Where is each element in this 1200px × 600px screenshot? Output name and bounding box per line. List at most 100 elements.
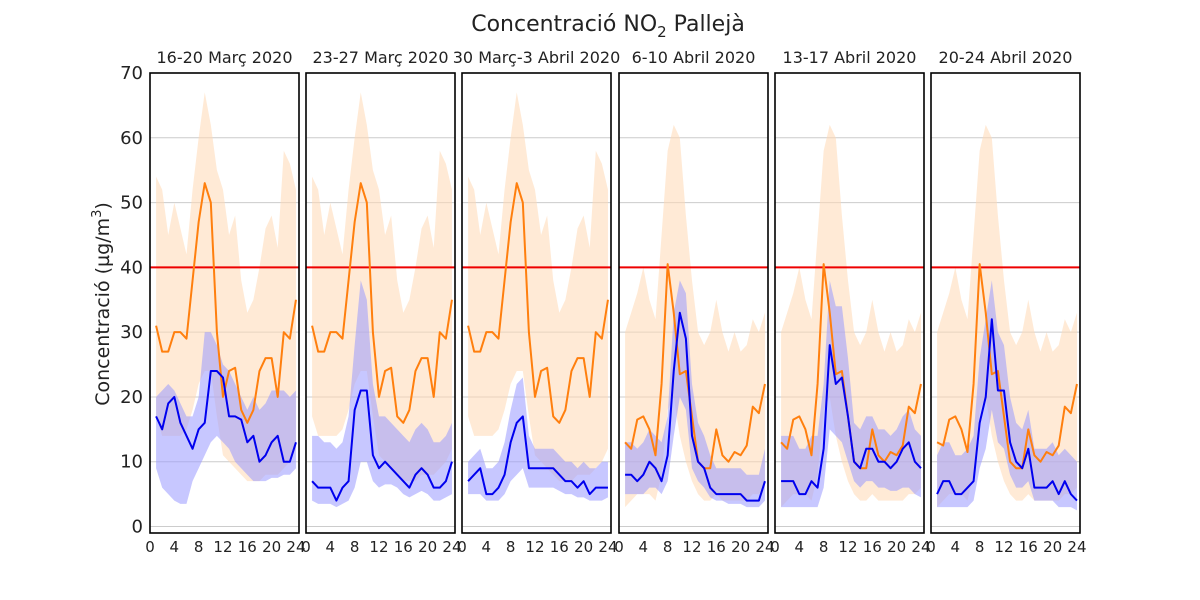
x-tick-label: 20 (1043, 538, 1062, 556)
panel-title: 30 Març-3 Abril 2020 (453, 48, 621, 67)
x-tick-label: 24 (598, 538, 617, 556)
y-tick-label: 20 (120, 387, 143, 408)
chart-title-prefix: Concentració NO (471, 12, 657, 37)
period-line (467, 415, 608, 496)
x-tick-label: 12 (838, 538, 857, 556)
panel-frame (618, 72, 769, 534)
x-tick-label: 12 (369, 538, 388, 556)
x-tick-label: 4 (795, 538, 805, 556)
x-tick-label: 4 (170, 538, 180, 556)
y-tick-label: 30 (120, 322, 143, 343)
average-line (467, 182, 609, 424)
x-tick-label: 20 (262, 538, 281, 556)
chart-title: Concentració NO2 Pallejà (471, 12, 745, 41)
x-tick-label: 0 (614, 538, 624, 556)
x-tick-label: 16 (1019, 538, 1038, 556)
x-tick-label: 16 (707, 538, 726, 556)
panel-1: 16-20 Març 2020 0 4 8 12 16 20 24 (145, 48, 305, 556)
x-tick-label: 0 (145, 538, 155, 556)
x-tick-label: 8 (350, 538, 360, 556)
panel-plot-area (306, 92, 455, 508)
x-tick-label: 12 (682, 538, 701, 556)
x-tick-label: 4 (639, 538, 649, 556)
panel-plot-area (931, 124, 1080, 511)
chart-title-suffix: Pallejà (667, 12, 745, 37)
y-tick-label: 60 (120, 128, 143, 149)
panel-frame (149, 72, 300, 534)
panel-plot-area (619, 124, 768, 508)
x-tick-label: 4 (482, 538, 492, 556)
x-tick-label: 8 (819, 538, 829, 556)
average-band (156, 92, 296, 482)
panel-5: 13-17 Abril 2020 0 4 8 12 16 20 24 (770, 48, 930, 556)
period-line (155, 370, 297, 463)
y-tick-label: 50 (120, 193, 143, 214)
x-tick-label: 12 (525, 538, 544, 556)
x-tick-label: 0 (770, 538, 780, 556)
x-tick-label: 4 (326, 538, 336, 556)
x-tick-label: 0 (926, 538, 936, 556)
x-tick-label: 16 (550, 538, 569, 556)
period-band (937, 280, 1077, 511)
x-tick-label: 20 (418, 538, 437, 556)
x-tick-label: 20 (731, 538, 750, 556)
x-tick-label: 4 (951, 538, 961, 556)
y-tick-label: 70 (120, 63, 143, 84)
panel-title: 20-24 Abril 2020 (939, 48, 1073, 67)
x-tick-label: 8 (506, 538, 516, 556)
period-band (312, 280, 452, 508)
period-line (625, 311, 766, 502)
x-tick-label: 24 (286, 538, 305, 556)
panel-frame (774, 72, 925, 534)
x-tick-label: 24 (442, 538, 461, 556)
average-line (936, 263, 1078, 470)
x-tick-label: 16 (863, 538, 882, 556)
panel-frame (930, 72, 1081, 534)
y-axis-label-suffix: ) (92, 202, 114, 209)
average-line (155, 182, 297, 424)
panel-plot-area (462, 92, 611, 501)
y-tick-label: 0 (132, 517, 143, 538)
average-line (311, 182, 453, 424)
period-band (781, 280, 921, 508)
y-axis-label-prefix: Concentració (µg/m (92, 218, 114, 406)
period-line (311, 389, 453, 502)
x-tick-label: 20 (887, 538, 906, 556)
x-tick-label: 24 (1067, 538, 1086, 556)
x-tick-label: 0 (457, 538, 467, 556)
y-tick-label: 10 (120, 452, 143, 473)
x-tick-label: 24 (911, 538, 930, 556)
panel-frame (305, 72, 456, 534)
panel-title: 16-20 Març 2020 (156, 48, 292, 67)
x-tick-label: 8 (975, 538, 985, 556)
period-band (468, 377, 608, 501)
y-axis-label-superscript: 3 (90, 210, 105, 218)
period-line (781, 344, 922, 496)
x-tick-label: 12 (213, 538, 232, 556)
chart-title-subscript: 2 (657, 23, 667, 41)
period-line (936, 318, 1078, 502)
x-tick-label: 0 (301, 538, 311, 556)
panel-title: 23-27 Març 2020 (312, 48, 448, 67)
panel-title: 6-10 Abril 2020 (632, 48, 756, 67)
panel-6: 20-24 Abril 2020 0 4 8 12 16 20 24 (926, 48, 1086, 556)
panel-plot-area (150, 92, 299, 504)
panel-4: 6-10 Abril 2020 0 4 8 12 16 20 24 (614, 48, 774, 556)
average-band (468, 92, 608, 482)
x-tick-label: 16 (394, 538, 413, 556)
x-tick-label: 12 (994, 538, 1013, 556)
x-tick-label: 8 (194, 538, 204, 556)
x-tick-label: 24 (755, 538, 774, 556)
average-line (624, 263, 766, 470)
panel-plot-area (775, 124, 924, 508)
y-axis-label: Concentració (µg/m3) (90, 202, 114, 406)
panel-title: 13-17 Abril 2020 (783, 48, 917, 67)
y-tick-label: 40 (120, 257, 143, 278)
x-tick-label: 20 (574, 538, 593, 556)
panel-frame (461, 72, 612, 534)
panel-2: 23-27 Març 2020 0 4 8 12 16 20 24 (301, 48, 461, 556)
average-band (312, 92, 452, 482)
